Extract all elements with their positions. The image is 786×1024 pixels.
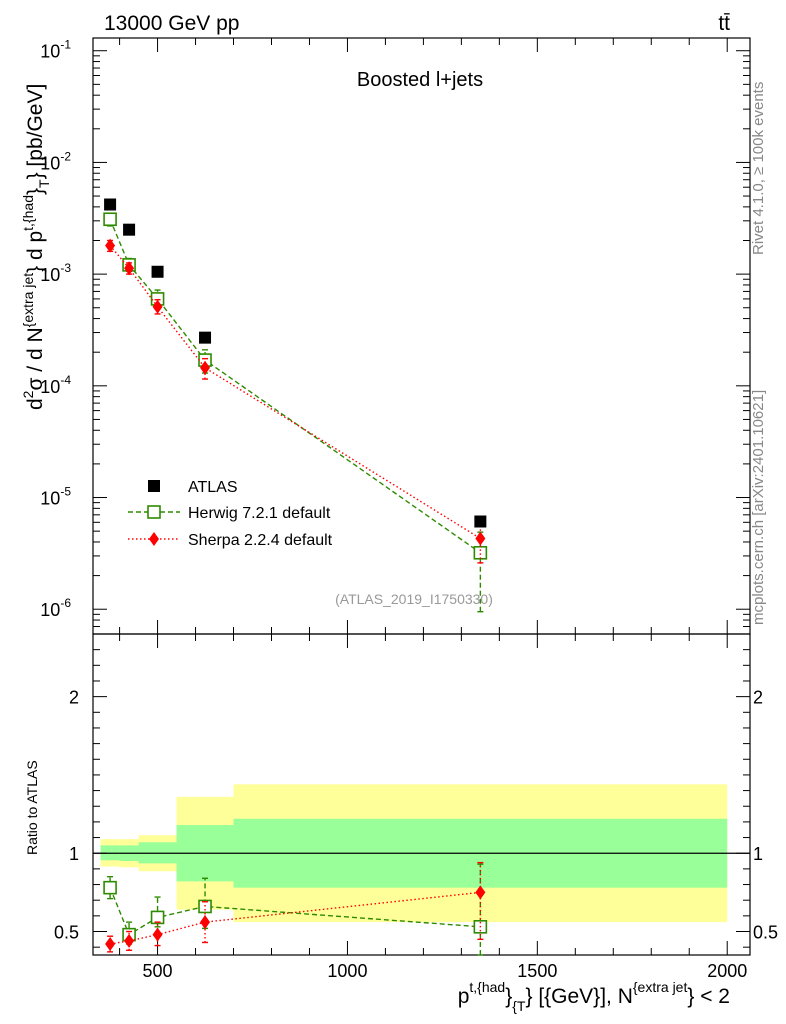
ratio-y-tick-label-right: 1 — [753, 844, 763, 864]
main-y-axis-label: d2σ / d N{extra jet} d pt,{had}T} [pb/Ge… — [20, 84, 52, 410]
analysis-watermark: (ATLAS_2019_I1750330) — [335, 591, 493, 607]
legend: ATLAS Herwig 7.2.1 default Sherpa 2.2.4 … — [128, 479, 333, 549]
legend-sherpa-marker — [149, 532, 159, 546]
ratio-y-axis-label: Ratio to ATLAS — [24, 760, 40, 855]
sherpa-point — [200, 360, 211, 375]
ratio-y-tick-label-right: 2 — [753, 688, 763, 708]
sherpa-line — [109, 245, 481, 540]
ratio-y-tick-label: 2 — [69, 688, 79, 708]
herwig-point — [103, 212, 117, 227]
sherpa-point — [475, 885, 486, 900]
atlas-point — [123, 223, 136, 236]
process-label: tt̄ — [718, 12, 730, 35]
main-title: Boosted l+jets — [357, 69, 483, 91]
rivet-version-label: Rivet 4.1.0, ≥ 100k events — [750, 82, 767, 255]
herwig-point — [150, 910, 165, 925]
ratio-panel: 500 1000 1500 2000 0.5 0.5 1 1 2 2 Ratio to ATLAS… — [24, 38, 778, 1014]
sherpa-point — [475, 531, 486, 546]
x-axis-label: pt,{had}{T} [{GeV}], N{extra jet} < 2 — [458, 979, 730, 1014]
main-y-tick-label: 10-1 — [40, 38, 71, 62]
sherpa-point — [124, 261, 135, 276]
atlas-point — [199, 331, 212, 344]
ratio-frame — [92, 633, 751, 956]
collision-label: 13000 GeV pp — [104, 12, 239, 35]
sherpa-point — [124, 933, 135, 948]
atlas-point — [474, 515, 487, 528]
ratio-y-tick-label: 1 — [69, 844, 79, 864]
main-y-tick-label: 10-3 — [40, 261, 71, 285]
ratio-y-tick-label: 0.5 — [54, 923, 79, 943]
atlas-point — [151, 265, 164, 278]
legend-atlas-label: ATLAS — [188, 479, 238, 496]
legend-atlas-marker — [148, 480, 160, 492]
sherpa-point — [105, 937, 116, 952]
sherpa-point — [152, 927, 163, 942]
herwig-line — [109, 218, 481, 554]
sherpa-point — [200, 915, 211, 930]
ratio-y-tick-label-right: 0.5 — [753, 923, 778, 943]
legend-herwig-marker — [147, 505, 161, 519]
main-y-tick-label: 10-2 — [40, 149, 71, 173]
x-tick-label: 2000 — [707, 961, 747, 981]
sherpa-point — [105, 238, 116, 253]
main-y-tick-label: 10-6 — [40, 596, 71, 620]
herwig-point — [473, 545, 488, 560]
herwig-point — [103, 880, 117, 895]
main-y-tick-label: 10-5 — [40, 485, 71, 509]
atlas-point — [104, 198, 117, 211]
x-tick-label: 1500 — [517, 961, 557, 981]
x-tick-label: 1000 — [327, 961, 367, 981]
main-panel: Boosted l+jets 10-110-210-310-410-510-6 … — [20, 37, 751, 635]
main-y-tick-label: 10-4 — [40, 373, 71, 397]
sherpa-point — [152, 299, 163, 314]
legend-sherpa-label: Sherpa 2.2.4 default — [188, 532, 333, 549]
x-tick-label: 500 — [143, 961, 173, 981]
legend-herwig-label: Herwig 7.2.1 default — [188, 505, 331, 522]
mcplots-label: mcplots.cern.ch [arXiv:2401.10621] — [750, 390, 767, 625]
